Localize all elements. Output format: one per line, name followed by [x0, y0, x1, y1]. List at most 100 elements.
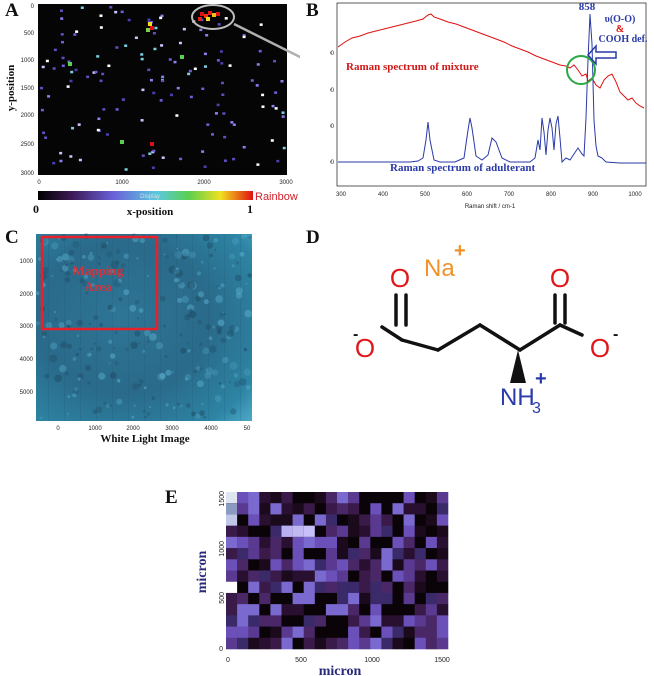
- heatmap-dots: [40, 6, 286, 171]
- map-cell: [303, 604, 316, 616]
- heatmap-dot: [78, 158, 82, 162]
- texture-speck: [87, 254, 95, 261]
- texture-speck: [248, 236, 251, 239]
- map-cell: [314, 626, 327, 639]
- map-cell: [359, 548, 371, 560]
- map-cell: [314, 492, 327, 504]
- map-cell: [281, 536, 293, 549]
- texture-speck: [247, 273, 252, 278]
- heatmap-dot: [280, 79, 284, 83]
- texture-speck: [143, 386, 147, 390]
- map-cell: [292, 615, 304, 627]
- texture-speck: [211, 369, 218, 376]
- texture-speck: [174, 251, 183, 259]
- heatmap-dot: [159, 99, 163, 102]
- texture-speck: [56, 256, 63, 263]
- map-cell: [403, 536, 415, 549]
- map-cell: [337, 637, 349, 650]
- heatmap-dot: [220, 81, 224, 85]
- colorbar-scheme: Rainbow: [255, 191, 298, 203]
- texture-speck: [221, 312, 224, 315]
- map-cell-bright: [226, 581, 238, 593]
- map-cell: [281, 492, 293, 504]
- y-tick: 7000: [330, 124, 335, 130]
- panel-c-label: C: [5, 227, 19, 248]
- heatmap-dot: [107, 64, 111, 68]
- map-cell: [226, 559, 238, 571]
- map-cell: [392, 492, 404, 504]
- map-cell: [392, 559, 404, 571]
- map-cell: [248, 492, 260, 504]
- map-cell: [303, 536, 316, 549]
- heatmap-dot: [115, 108, 119, 111]
- map-cells: [226, 492, 449, 650]
- texture-speck: [199, 342, 202, 346]
- heatmap-dot: [148, 152, 152, 155]
- map-cell: [281, 503, 293, 515]
- map-cell: [337, 559, 349, 571]
- map-cell: [348, 570, 360, 583]
- map-cell: [436, 570, 449, 583]
- texture-speck: [212, 325, 216, 329]
- map-cell: [337, 525, 349, 538]
- texture-speck: [41, 266, 49, 274]
- texture-speck: [114, 330, 119, 335]
- heatmap-dot: [70, 70, 74, 74]
- texture-speck: [107, 304, 113, 311]
- heatmap-dot: [66, 85, 70, 88]
- map-cell: [436, 514, 449, 526]
- heatmap-dot: [169, 93, 173, 97]
- map-cell: [381, 581, 393, 594]
- heatmap-dot: [189, 95, 193, 99]
- y-axis-label: y-position: [5, 65, 17, 111]
- y-tick: 1000: [219, 541, 226, 557]
- texture-speck: [146, 340, 150, 344]
- heatmap-dot: [178, 41, 182, 45]
- map-cell: [270, 581, 282, 594]
- map-cell: [292, 503, 304, 515]
- map-cell: [436, 559, 449, 571]
- texture-speck: [105, 242, 109, 245]
- charge-minus-right: -: [613, 326, 618, 343]
- heatmap-dot: [96, 55, 100, 58]
- map-cell: [381, 503, 393, 515]
- map-cell: [425, 592, 438, 605]
- heatmap-dot: [53, 48, 57, 52]
- wedge-bond: [510, 350, 526, 383]
- y-tick: 1000: [20, 259, 34, 265]
- map-cell: [414, 514, 427, 526]
- heatmap-dot: [242, 33, 246, 37]
- map-cell: [292, 514, 304, 526]
- texture-speck: [72, 240, 80, 249]
- texture-speck: [41, 331, 48, 337]
- map-cell: [259, 548, 271, 560]
- map-cell: [436, 581, 449, 594]
- map-cell: [436, 615, 449, 627]
- map-cell: [436, 592, 449, 605]
- map-cell: [414, 548, 427, 560]
- texture-speck: [65, 263, 69, 267]
- map-cell: [348, 581, 360, 594]
- texture-speck: [90, 283, 95, 287]
- heatmap-dot: [147, 68, 151, 72]
- map-cell: [237, 514, 249, 526]
- carboxylate-o-right: O: [590, 333, 610, 363]
- texture-speck: [66, 412, 70, 416]
- heatmap-dot: [44, 136, 48, 140]
- map-cell: [348, 615, 360, 627]
- map-cell: [292, 604, 304, 616]
- heatmap-dot: [80, 6, 84, 9]
- heatmap-hotspot: [68, 62, 72, 66]
- heatmap-plot-area: [38, 4, 287, 175]
- map-cell: [325, 637, 338, 650]
- map-cell: [359, 592, 371, 605]
- texture-speck: [180, 253, 188, 260]
- heatmap-dot: [250, 79, 254, 82]
- x-tick: 900: [588, 192, 599, 198]
- heatmap-dot: [188, 69, 192, 73]
- heatmap-hotspot: [150, 26, 154, 30]
- texture-speck: [77, 377, 81, 381]
- texture-speck: [108, 339, 113, 344]
- texture-speck: [88, 352, 92, 357]
- map-cell: [414, 581, 427, 594]
